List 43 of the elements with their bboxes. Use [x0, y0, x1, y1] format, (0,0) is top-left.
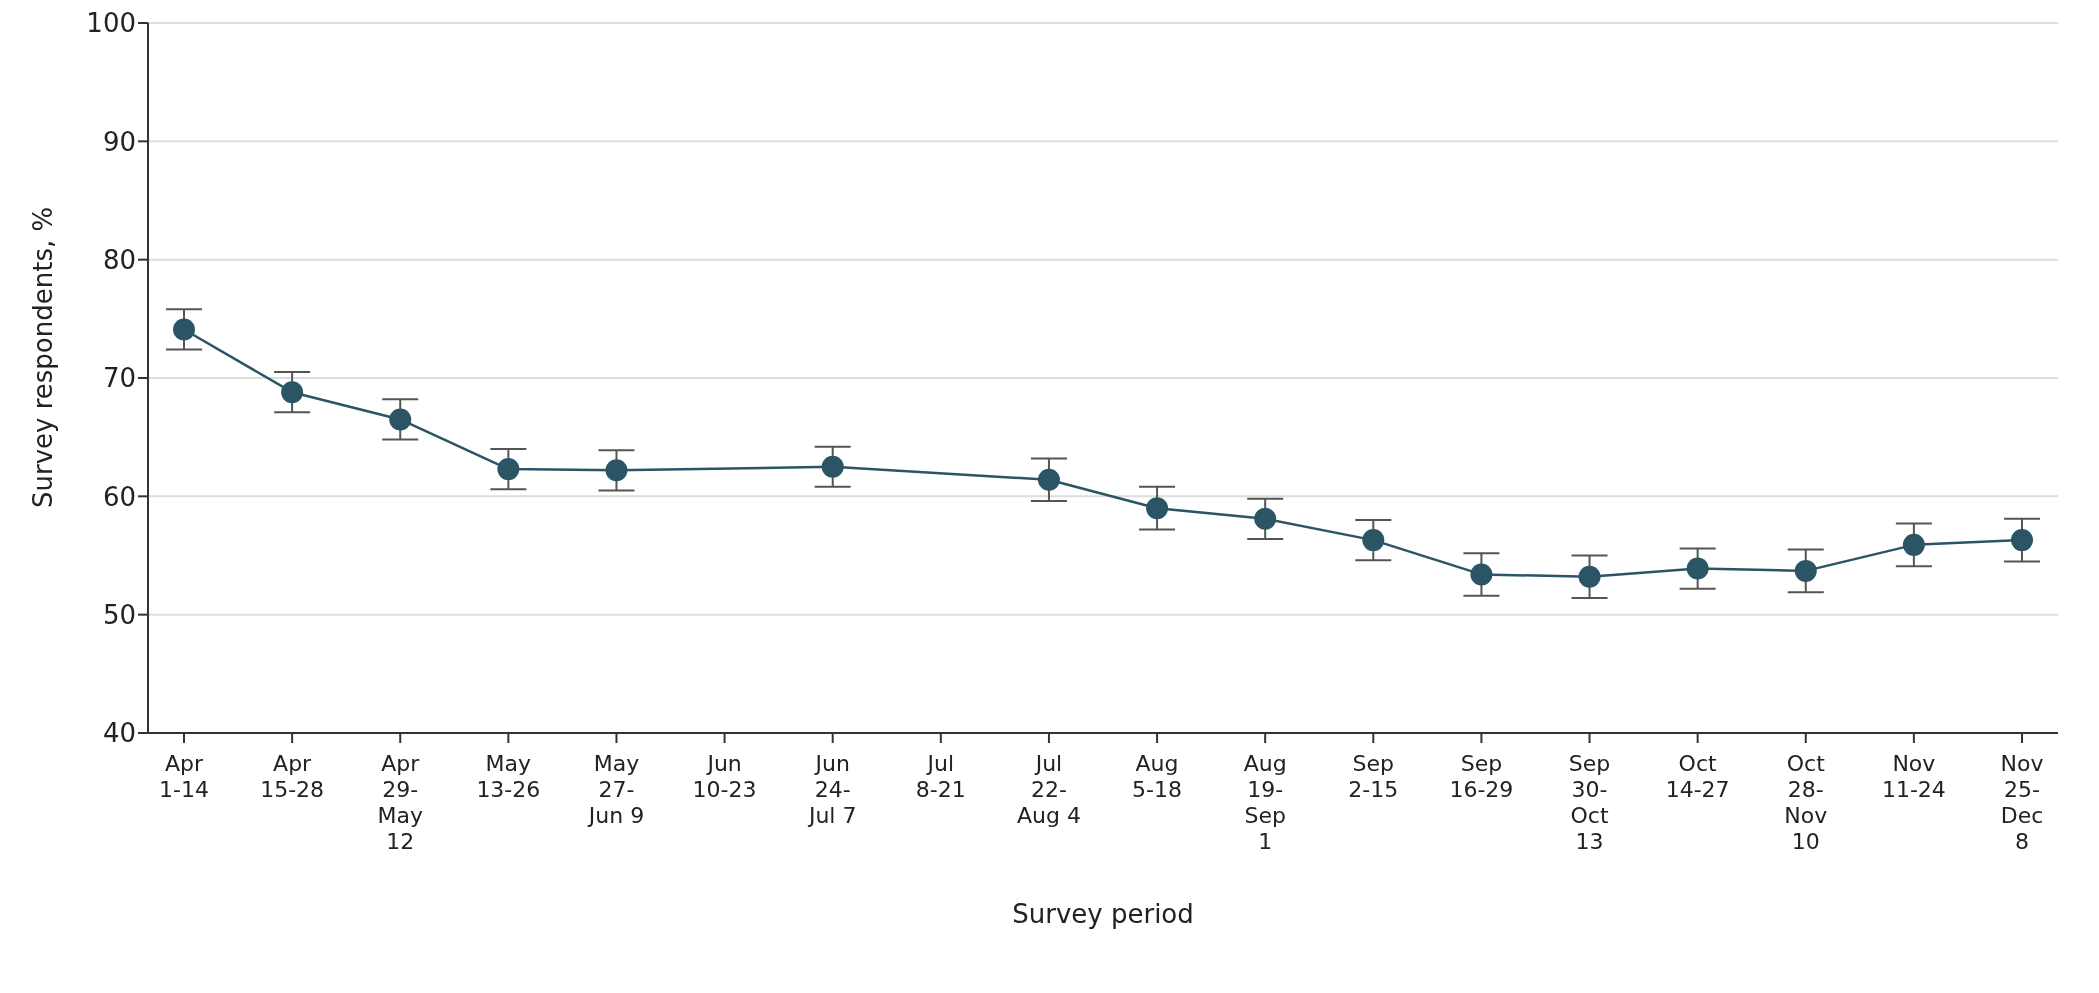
- x-tick-label: Sep 2-15: [1348, 751, 1399, 802]
- y-tick-label: 90: [102, 126, 136, 157]
- x-tick-label: Apr 15-28: [260, 751, 325, 802]
- x-tick-label: Oct 28- Nov 10: [1784, 751, 1828, 854]
- point: [1578, 565, 1601, 588]
- y-axis-title: Survey respondents, %: [28, 206, 59, 508]
- x-tick-label: May 13-26: [476, 751, 541, 802]
- point: [1686, 557, 1709, 580]
- y-tick-label: 50: [102, 599, 136, 630]
- point: [2011, 529, 2033, 552]
- y-tick-label: 40: [102, 718, 136, 749]
- point: [1902, 533, 1925, 556]
- point: [821, 455, 844, 478]
- point: [497, 458, 520, 481]
- point: [281, 381, 304, 404]
- point: [605, 459, 628, 482]
- x-tick-label: Jun 10-23: [692, 751, 757, 802]
- point: [1470, 563, 1493, 586]
- point: [389, 408, 412, 431]
- x-tick-label: Aug 19- Sep 1: [1243, 751, 1287, 854]
- x-axis-title: Survey period: [1012, 899, 1194, 929]
- x-tick-label: Sep 16-29: [1449, 751, 1514, 802]
- x-tick-label: May 27- Jun 9: [586, 751, 645, 828]
- y-tick-label: 80: [102, 244, 136, 275]
- point: [1146, 497, 1169, 520]
- x-tick-label: Jul 22- Aug 4: [1016, 751, 1081, 828]
- point: [1794, 559, 1817, 582]
- point: [1362, 529, 1385, 552]
- x-tick-label: Nov 11-24: [1881, 751, 1946, 802]
- point: [1254, 507, 1277, 530]
- x-tick-label: Nov 25- Dec 8: [2000, 751, 2044, 854]
- x-tick-label: Jul 8-21: [915, 751, 966, 802]
- y-tick-label: 60: [102, 481, 136, 512]
- x-tick-label: Jun 24- Jul 7: [806, 751, 857, 828]
- x-tick-label: Aug 5-18: [1132, 751, 1183, 802]
- point: [173, 318, 195, 341]
- x-tick-label: Sep 30- Oct 13: [1568, 751, 1611, 854]
- x-tick-label: Apr 29- May 12: [377, 751, 423, 854]
- point: [1037, 468, 1060, 491]
- x-tick-label: Oct 14-27: [1665, 751, 1730, 802]
- y-tick-label: 70: [102, 363, 136, 394]
- x-tick-label: Apr 1-14: [159, 751, 209, 802]
- y-tick-label: 100: [86, 8, 136, 39]
